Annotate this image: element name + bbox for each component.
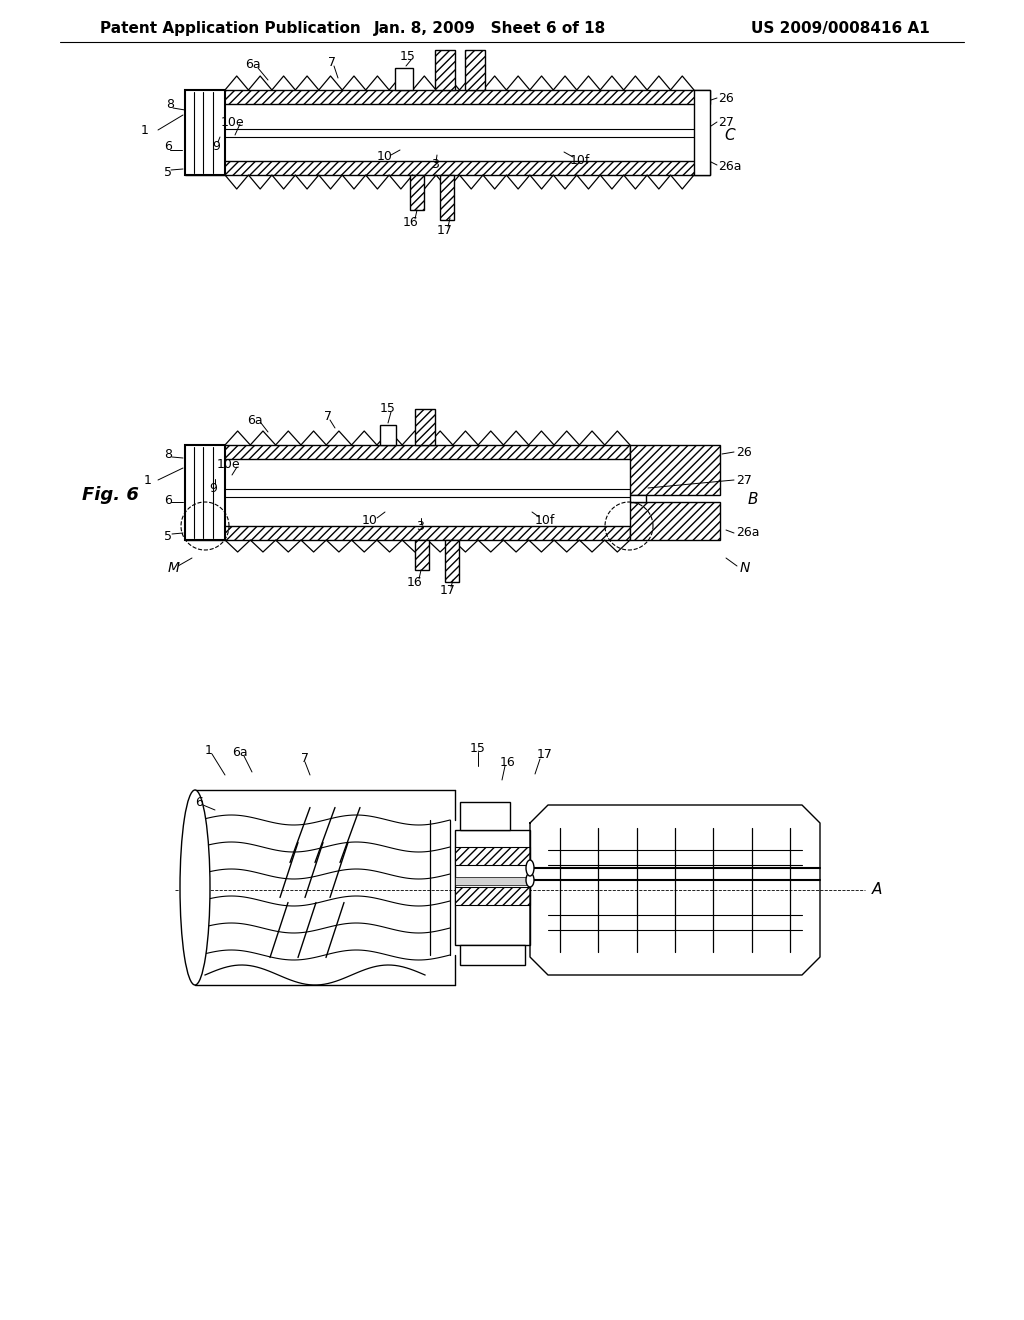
- Text: 16: 16: [500, 755, 516, 768]
- Text: C: C: [724, 128, 734, 143]
- Bar: [630, 445, 720, 495]
- Text: 16: 16: [403, 215, 419, 228]
- Text: 10f: 10f: [569, 153, 590, 166]
- Text: 17: 17: [537, 748, 553, 762]
- Text: 17: 17: [437, 223, 453, 236]
- Text: 27: 27: [736, 474, 752, 487]
- Bar: [415, 409, 435, 445]
- Text: 5: 5: [164, 165, 172, 178]
- Text: 3: 3: [416, 520, 424, 533]
- Text: 1: 1: [144, 474, 152, 487]
- Bar: [185, 525, 630, 540]
- Text: 8: 8: [164, 447, 172, 461]
- Text: 6a: 6a: [247, 413, 263, 426]
- Text: 16: 16: [408, 576, 423, 589]
- Text: N: N: [740, 561, 751, 576]
- Bar: [455, 887, 530, 906]
- Text: 15: 15: [470, 742, 486, 755]
- Text: B: B: [748, 492, 759, 507]
- Text: 15: 15: [380, 401, 396, 414]
- Bar: [185, 90, 225, 176]
- Text: 6: 6: [164, 494, 172, 507]
- Bar: [460, 945, 525, 965]
- Text: 1: 1: [205, 743, 213, 756]
- Text: 10: 10: [377, 150, 393, 164]
- Text: 10e: 10e: [220, 116, 244, 128]
- Text: M: M: [168, 561, 180, 576]
- Text: 9: 9: [212, 140, 220, 153]
- Bar: [455, 830, 530, 945]
- Ellipse shape: [526, 861, 534, 876]
- Bar: [185, 445, 225, 540]
- Bar: [455, 876, 530, 884]
- Bar: [185, 161, 710, 176]
- Bar: [435, 50, 455, 90]
- Bar: [460, 803, 510, 830]
- Bar: [465, 50, 485, 90]
- Text: US 2009/0008416 A1: US 2009/0008416 A1: [752, 21, 930, 36]
- Text: 17: 17: [440, 583, 456, 597]
- Text: 26: 26: [736, 446, 752, 458]
- Text: 26: 26: [718, 91, 734, 104]
- Text: 3: 3: [431, 158, 439, 172]
- Bar: [185, 90, 710, 104]
- Text: 9: 9: [209, 482, 217, 495]
- Bar: [455, 847, 530, 865]
- Bar: [380, 425, 396, 445]
- Text: 8: 8: [166, 99, 174, 111]
- Ellipse shape: [180, 789, 210, 985]
- Text: 6a: 6a: [232, 746, 248, 759]
- Bar: [410, 176, 424, 210]
- Bar: [395, 69, 413, 90]
- Text: 15: 15: [400, 49, 416, 62]
- Text: 6: 6: [164, 140, 172, 153]
- Text: Patent Application Publication: Patent Application Publication: [100, 21, 360, 36]
- Text: 10e: 10e: [216, 458, 240, 471]
- Text: Fig. 6: Fig. 6: [82, 486, 139, 504]
- Text: 1: 1: [141, 124, 148, 136]
- Text: 7: 7: [328, 55, 336, 69]
- Bar: [185, 445, 630, 459]
- Ellipse shape: [526, 873, 534, 887]
- Bar: [440, 176, 454, 220]
- Text: 10f: 10f: [535, 513, 555, 527]
- Text: 7: 7: [301, 751, 309, 764]
- Text: 10: 10: [362, 513, 378, 527]
- Text: 6: 6: [195, 796, 203, 808]
- Text: 7: 7: [324, 409, 332, 422]
- Text: 26a: 26a: [718, 161, 741, 173]
- Text: 6a: 6a: [245, 58, 261, 70]
- Text: Jan. 8, 2009   Sheet 6 of 18: Jan. 8, 2009 Sheet 6 of 18: [374, 21, 606, 36]
- Text: 27: 27: [718, 116, 734, 128]
- Bar: [415, 540, 429, 570]
- Text: A: A: [872, 883, 883, 898]
- Text: 26a: 26a: [736, 527, 760, 540]
- Bar: [630, 495, 646, 502]
- Text: 5: 5: [164, 529, 172, 543]
- Bar: [694, 90, 710, 176]
- Bar: [630, 502, 720, 540]
- Bar: [445, 540, 459, 582]
